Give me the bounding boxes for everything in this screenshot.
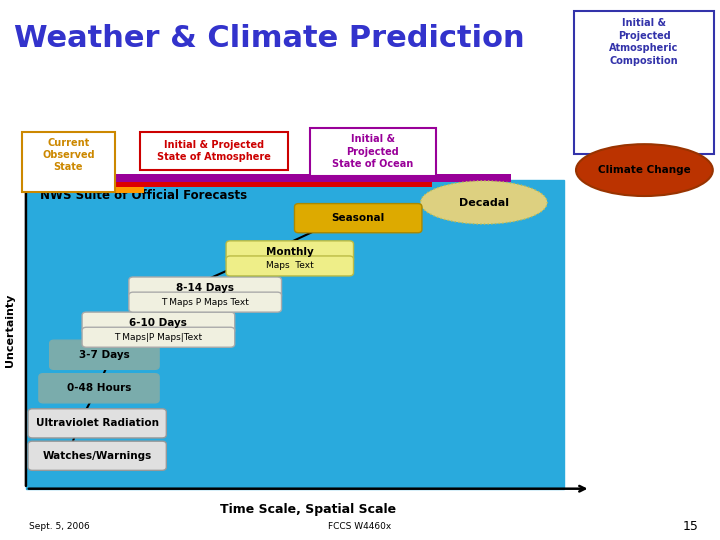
Text: 15: 15 bbox=[683, 520, 698, 533]
Bar bbox=[26, 180, 432, 187]
Text: Seasonal: Seasonal bbox=[332, 213, 384, 223]
Text: Monthly: Monthly bbox=[266, 247, 314, 256]
Text: 0-48 Hours: 0-48 Hours bbox=[67, 383, 131, 393]
FancyBboxPatch shape bbox=[226, 256, 354, 276]
Text: Initial &
Projected
Atmospheric
Composition: Initial & Projected Atmospheric Composit… bbox=[609, 18, 679, 66]
Bar bbox=[26, 180, 564, 489]
Text: Initial & Projected
State of Atmosphere: Initial & Projected State of Atmosphere bbox=[157, 140, 271, 163]
FancyBboxPatch shape bbox=[129, 277, 282, 299]
Text: FCCS W4460x: FCCS W4460x bbox=[328, 522, 392, 531]
Text: Maps  Text: Maps Text bbox=[266, 261, 314, 271]
FancyBboxPatch shape bbox=[22, 132, 115, 192]
FancyBboxPatch shape bbox=[226, 241, 354, 262]
Text: Weather & Climate Prediction: Weather & Climate Prediction bbox=[14, 24, 525, 53]
Text: Current
Observed
State: Current Observed State bbox=[42, 138, 95, 172]
Text: Watches/Warnings: Watches/Warnings bbox=[42, 451, 152, 461]
Text: Initial &
Projected
State of Ocean: Initial & Projected State of Ocean bbox=[332, 134, 413, 169]
FancyBboxPatch shape bbox=[294, 204, 422, 233]
FancyBboxPatch shape bbox=[28, 409, 166, 438]
FancyBboxPatch shape bbox=[39, 374, 159, 403]
FancyBboxPatch shape bbox=[82, 327, 235, 347]
Ellipse shape bbox=[420, 181, 547, 224]
Text: T Maps|P Maps|Text: T Maps|P Maps|Text bbox=[114, 333, 202, 342]
Text: Sept. 5, 2006: Sept. 5, 2006 bbox=[29, 522, 89, 531]
Text: T Maps P Maps Text: T Maps P Maps Text bbox=[161, 298, 249, 307]
Ellipse shape bbox=[576, 144, 713, 196]
Text: 6-10 Days: 6-10 Days bbox=[130, 318, 187, 328]
Text: Climate Change: Climate Change bbox=[598, 165, 690, 175]
FancyBboxPatch shape bbox=[129, 292, 282, 312]
FancyBboxPatch shape bbox=[310, 128, 436, 176]
FancyBboxPatch shape bbox=[574, 11, 714, 154]
FancyBboxPatch shape bbox=[28, 441, 166, 470]
Text: Decadal: Decadal bbox=[459, 198, 509, 207]
Bar bbox=[26, 185, 144, 193]
Text: 3-7 Days: 3-7 Days bbox=[79, 350, 130, 360]
FancyBboxPatch shape bbox=[82, 312, 235, 334]
Text: 8-14 Days: 8-14 Days bbox=[176, 283, 234, 293]
Text: Uncertainty: Uncertainty bbox=[5, 294, 15, 367]
Bar bbox=[26, 174, 511, 182]
FancyBboxPatch shape bbox=[50, 340, 159, 369]
FancyBboxPatch shape bbox=[140, 132, 288, 170]
Text: Time Scale, Spatial Scale: Time Scale, Spatial Scale bbox=[220, 503, 396, 516]
Text: Ultraviolet Radiation: Ultraviolet Radiation bbox=[36, 418, 158, 428]
Text: NWS Suite of Official Forecasts: NWS Suite of Official Forecasts bbox=[40, 189, 247, 202]
